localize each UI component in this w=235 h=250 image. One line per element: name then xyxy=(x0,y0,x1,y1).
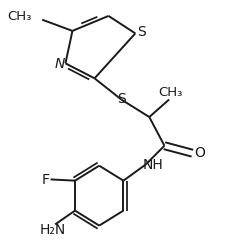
Text: N: N xyxy=(55,57,65,71)
Text: H₂N: H₂N xyxy=(40,222,66,236)
Text: CH₃: CH₃ xyxy=(7,10,32,23)
Text: NH: NH xyxy=(143,157,164,171)
Text: S: S xyxy=(137,25,145,39)
Text: CH₃: CH₃ xyxy=(158,86,182,99)
Text: S: S xyxy=(117,92,126,106)
Text: F: F xyxy=(42,173,50,187)
Text: O: O xyxy=(194,146,205,160)
